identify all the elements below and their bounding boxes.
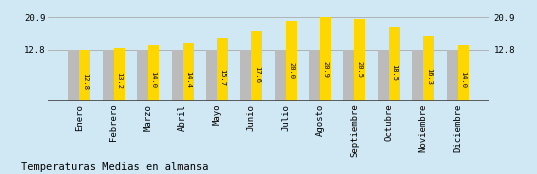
Text: Temperaturas Medias en almansa: Temperaturas Medias en almansa [21, 162, 209, 172]
Bar [206, 50, 217, 101]
Text: 14.4: 14.4 [185, 70, 191, 88]
Bar [423, 36, 434, 101]
Text: 20.0: 20.0 [288, 62, 294, 79]
Bar [79, 50, 90, 101]
Bar [240, 50, 251, 101]
Bar [458, 45, 469, 101]
Text: 20.9: 20.9 [323, 61, 329, 78]
Bar [114, 48, 125, 101]
Bar [320, 17, 331, 101]
Bar [171, 50, 183, 101]
Bar [251, 31, 262, 101]
Bar [183, 43, 193, 101]
Bar [68, 50, 79, 101]
Bar [148, 45, 159, 101]
Bar [286, 21, 297, 101]
Text: 16.3: 16.3 [426, 68, 432, 85]
Bar [344, 50, 354, 101]
Bar [217, 38, 228, 101]
Text: 18.5: 18.5 [391, 64, 397, 81]
Text: 20.5: 20.5 [357, 61, 363, 78]
Text: 15.7: 15.7 [220, 69, 226, 86]
Bar [354, 19, 366, 101]
Bar [389, 27, 400, 101]
Bar [275, 50, 286, 101]
Bar [412, 50, 423, 101]
Text: 14.0: 14.0 [151, 71, 157, 88]
Text: 17.6: 17.6 [254, 66, 260, 83]
Bar [103, 50, 114, 101]
Text: 12.8: 12.8 [82, 73, 88, 90]
Bar [447, 50, 458, 101]
Bar [137, 50, 148, 101]
Bar [378, 50, 389, 101]
Text: 14.0: 14.0 [460, 71, 466, 88]
Bar [309, 50, 320, 101]
Text: 13.2: 13.2 [116, 72, 122, 89]
